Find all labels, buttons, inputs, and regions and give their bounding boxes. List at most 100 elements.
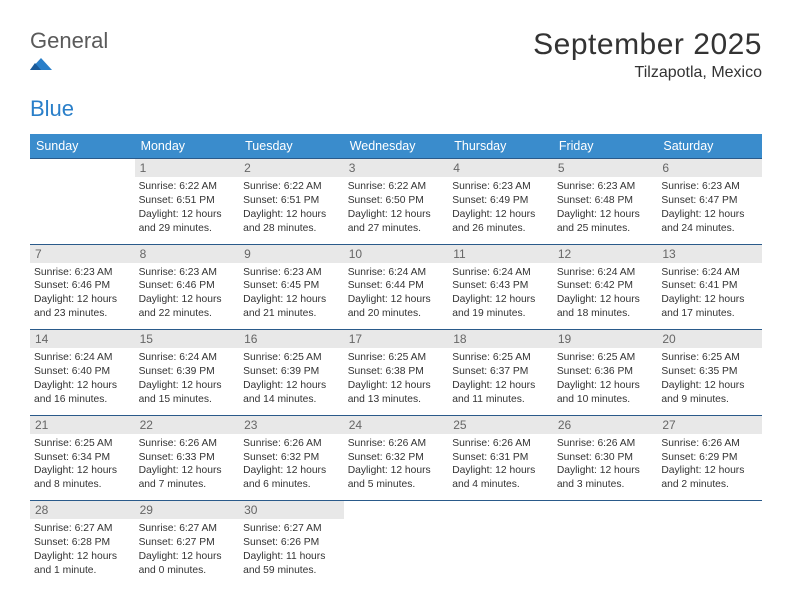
sun-info: Sunrise: 6:23 AMSunset: 6:45 PMDaylight:…	[243, 266, 340, 322]
daylight-text: Daylight: 12 hours and 0 minutes.	[139, 550, 236, 578]
sun-info: Sunrise: 6:23 AMSunset: 6:49 PMDaylight:…	[452, 180, 549, 236]
day-number: 24	[344, 416, 449, 434]
day-cell: 26 Sunrise: 6:26 AMSunset: 6:30 PMDayligh…	[553, 415, 658, 501]
day-number: 16	[239, 330, 344, 348]
sunset-text: Sunset: 6:29 PM	[661, 451, 758, 465]
day-number: 21	[30, 416, 135, 434]
day-cell: 6 Sunrise: 6:23 AMSunset: 6:47 PMDaylight…	[657, 159, 762, 245]
sunset-text: Sunset: 6:30 PM	[557, 451, 654, 465]
daylight-text: Daylight: 12 hours and 26 minutes.	[452, 208, 549, 236]
sunrise-text: Sunrise: 6:26 AM	[452, 437, 549, 451]
day-number: 29	[135, 501, 240, 519]
sun-info: Sunrise: 6:27 AMSunset: 6:27 PMDaylight:…	[139, 522, 236, 578]
sunset-text: Sunset: 6:31 PM	[452, 451, 549, 465]
sunset-text: Sunset: 6:26 PM	[243, 536, 340, 550]
week-row: 7Sunrise: 6:23 AMSunset: 6:46 PMDaylight…	[30, 244, 762, 330]
sunrise-text: Sunrise: 6:24 AM	[348, 266, 445, 280]
day-cell: 23Sunrise: 6:26 AMSunset: 6:32 PMDayligh…	[239, 415, 344, 501]
day-number: 4	[448, 159, 553, 177]
sunrise-text: Sunrise: 6:24 AM	[139, 351, 236, 365]
sunrise-text: Sunrise: 6:23 AM	[557, 180, 654, 194]
sunset-text: Sunset: 6:32 PM	[348, 451, 445, 465]
sun-info: Sunrise: 6:24 AMSunset: 6:44 PMDaylight:…	[348, 266, 445, 322]
day-number: 19	[553, 330, 658, 348]
page-header: General Blue September 2025 Tilzapotla, …	[30, 28, 762, 122]
calendar-body: . 1 Sunrise: 6:22 AMSunset: 6:51 PMDayligh…	[30, 159, 762, 586]
logo: General Blue	[30, 28, 108, 122]
sunrise-text: Sunrise: 6:22 AM	[243, 180, 340, 194]
month-title: September 2025	[533, 28, 762, 62]
day-cell: 21 Sunrise: 6:25 AMSunset: 6:34 PMDayligh…	[30, 415, 135, 501]
sun-info: Sunrise: 6:22 AMSunset: 6:51 PMDaylight:…	[139, 180, 236, 236]
day-cell: 10Sunrise: 6:24 AMSunset: 6:44 PMDayligh…	[344, 244, 449, 330]
sunrise-text: Sunrise: 6:27 AM	[34, 522, 131, 536]
sunrise-text: Sunrise: 6:22 AM	[139, 180, 236, 194]
sun-info: Sunrise: 6:27 AMSunset: 6:28 PMDaylight:…	[34, 522, 131, 578]
sunset-text: Sunset: 6:35 PM	[661, 365, 758, 379]
sun-info: Sunrise: 6:24 AMSunset: 6:39 PMDaylight:…	[139, 351, 236, 407]
sun-info: Sunrise: 6:26 AMSunset: 6:31 PMDaylight:…	[452, 437, 549, 493]
week-row: .1Sunrise: 6:22 AMSunset: 6:51 PMDayligh…	[30, 159, 762, 245]
sunrise-text: Sunrise: 6:24 AM	[452, 266, 549, 280]
sun-info: Sunrise: 6:26 AMSunset: 6:29 PMDaylight:…	[661, 437, 758, 493]
sunrise-text: Sunrise: 6:25 AM	[661, 351, 758, 365]
day-cell: 7Sunrise: 6:23 AMSunset: 6:46 PMDaylight…	[30, 244, 135, 330]
sunrise-text: Sunrise: 6:25 AM	[452, 351, 549, 365]
sunset-text: Sunset: 6:37 PM	[452, 365, 549, 379]
day-cell: 28Sunrise: 6:27 AMSunset: 6:28 PMDayligh…	[30, 501, 135, 586]
sunrise-text: Sunrise: 6:27 AM	[243, 522, 340, 536]
day-number: 5	[553, 159, 658, 177]
day-number: 8	[135, 245, 240, 263]
sunset-text: Sunset: 6:27 PM	[139, 536, 236, 550]
sunset-text: Sunset: 6:28 PM	[34, 536, 131, 550]
day-number: 6	[657, 159, 762, 177]
day-number: 30	[239, 501, 344, 519]
day-header-row: Sunday Monday Tuesday Wednesday Thursday…	[30, 134, 762, 159]
sun-info: Sunrise: 6:23 AMSunset: 6:47 PMDaylight:…	[661, 180, 758, 236]
daylight-text: Daylight: 12 hours and 15 minutes.	[139, 379, 236, 407]
day-number: 25	[448, 416, 553, 434]
sun-info: Sunrise: 6:25 AMSunset: 6:35 PMDaylight:…	[661, 351, 758, 407]
daylight-text: Daylight: 12 hours and 11 minutes.	[452, 379, 549, 407]
sun-info: Sunrise: 6:23 AMSunset: 6:48 PMDaylight:…	[557, 180, 654, 236]
sun-info: Sunrise: 6:25 AMSunset: 6:34 PMDaylight:…	[34, 437, 131, 493]
day-number: 1	[135, 159, 240, 177]
day-number: 26	[553, 416, 658, 434]
day-cell: .	[344, 501, 449, 586]
day-cell: 30 Sunrise: 6:27 AMSunset: 6:26 PMDayligh…	[239, 501, 344, 586]
daylight-text: Daylight: 12 hours and 10 minutes.	[557, 379, 654, 407]
sunset-text: Sunset: 6:46 PM	[139, 279, 236, 293]
daylight-text: Daylight: 12 hours and 25 minutes.	[557, 208, 654, 236]
day-cell: 22Sunrise: 6:26 AMSunset: 6:33 PMDayligh…	[135, 415, 240, 501]
sunrise-text: Sunrise: 6:26 AM	[557, 437, 654, 451]
day-cell: 16Sunrise: 6:25 AMSunset: 6:39 PMDayligh…	[239, 330, 344, 416]
week-row: 21 Sunrise: 6:25 AMSunset: 6:34 PMDayligh…	[30, 415, 762, 501]
sunrise-text: Sunrise: 6:23 AM	[243, 266, 340, 280]
day-number: 2	[239, 159, 344, 177]
day-cell: 4 Sunrise: 6:23 AMSunset: 6:49 PMDaylight…	[448, 159, 553, 245]
day-cell: 5 Sunrise: 6:23 AMSunset: 6:48 PMDaylight…	[553, 159, 658, 245]
sun-info: Sunrise: 6:22 AMSunset: 6:50 PMDaylight:…	[348, 180, 445, 236]
day-cell: 19Sunrise: 6:25 AMSunset: 6:36 PMDayligh…	[553, 330, 658, 416]
daylight-text: Daylight: 11 hours and 59 minutes.	[243, 550, 340, 578]
sun-info: Sunrise: 6:24 AMSunset: 6:42 PMDaylight:…	[557, 266, 654, 322]
day-cell: .	[448, 501, 553, 586]
sunset-text: Sunset: 6:40 PM	[34, 365, 131, 379]
daylight-text: Daylight: 12 hours and 28 minutes.	[243, 208, 340, 236]
day-cell: 15Sunrise: 6:24 AMSunset: 6:39 PMDayligh…	[135, 330, 240, 416]
daylight-text: Daylight: 12 hours and 21 minutes.	[243, 293, 340, 321]
sunrise-text: Sunrise: 6:22 AM	[348, 180, 445, 194]
day-header-fri: Friday	[553, 134, 658, 159]
sun-info: Sunrise: 6:26 AMSunset: 6:33 PMDaylight:…	[139, 437, 236, 493]
sunrise-text: Sunrise: 6:24 AM	[557, 266, 654, 280]
sun-info: Sunrise: 6:26 AMSunset: 6:30 PMDaylight:…	[557, 437, 654, 493]
daylight-text: Daylight: 12 hours and 2 minutes.	[661, 464, 758, 492]
daylight-text: Daylight: 12 hours and 1 minute.	[34, 550, 131, 578]
daylight-text: Daylight: 12 hours and 19 minutes.	[452, 293, 549, 321]
sunset-text: Sunset: 6:42 PM	[557, 279, 654, 293]
sun-info: Sunrise: 6:27 AMSunset: 6:26 PMDaylight:…	[243, 522, 340, 578]
day-number: 9	[239, 245, 344, 263]
week-row: 28Sunrise: 6:27 AMSunset: 6:28 PMDayligh…	[30, 501, 762, 586]
daylight-text: Daylight: 12 hours and 24 minutes.	[661, 208, 758, 236]
daylight-text: Daylight: 12 hours and 16 minutes.	[34, 379, 131, 407]
